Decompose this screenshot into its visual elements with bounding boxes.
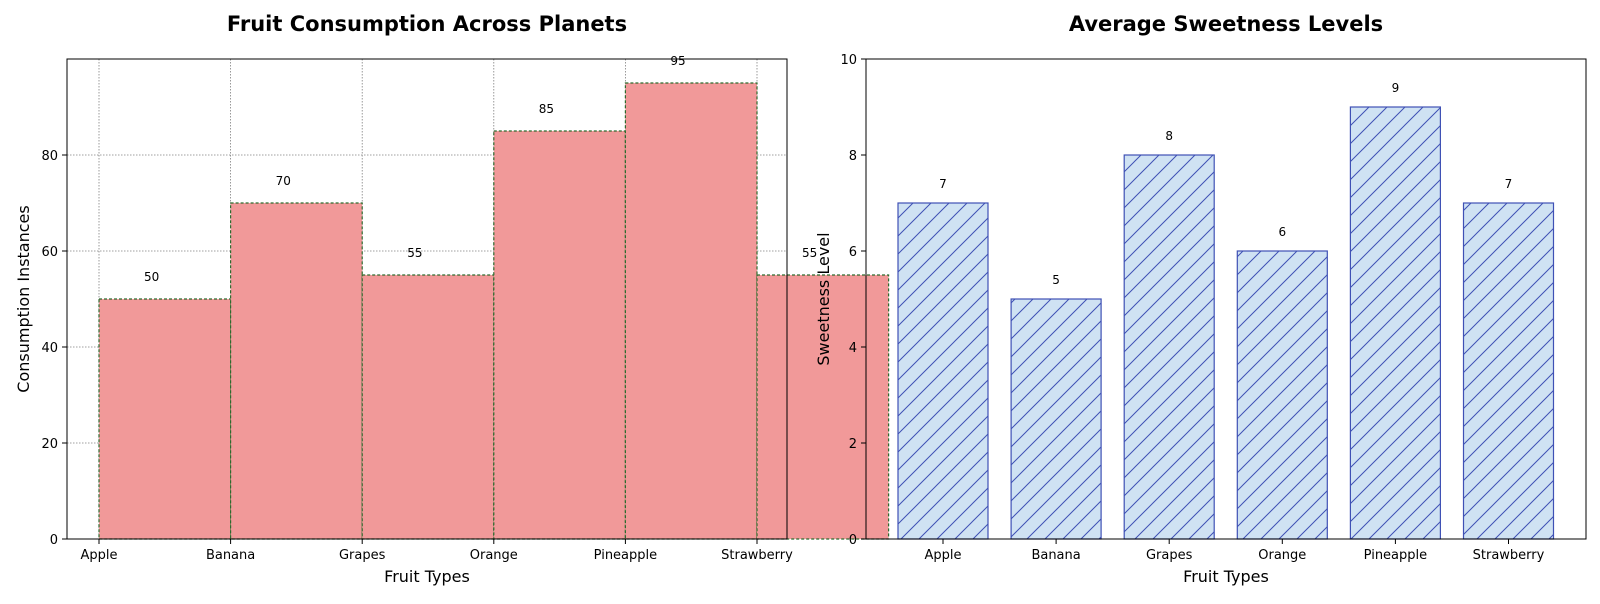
sweetness-data-labels: 7 5 8 6 9 7 <box>939 81 1512 287</box>
consumption-data-labels: 50 70 55 85 95 55 <box>144 54 817 284</box>
consumption-chart: Fruit Consumption Across Planets Apple Ba… <box>14 12 890 586</box>
data-label-banana: 5 <box>1052 273 1060 287</box>
x-tick-label-orange: Orange <box>1258 548 1306 563</box>
x-tick-label-strawberry: Strawberry <box>721 548 793 563</box>
bar-strawberry <box>1462 202 1555 540</box>
bar-orange <box>493 130 626 540</box>
data-label-strawberry: 7 <box>1505 177 1513 191</box>
bar-strawberry <box>756 274 890 540</box>
x-tick-label-apple: Apple <box>924 548 961 563</box>
y-tick-label: 80 <box>41 149 58 164</box>
x-tick-label-apple: Apple <box>80 548 117 563</box>
sweetness-y-ticks: 0 2 4 6 8 10 <box>840 53 866 548</box>
y-tick-label: 8 <box>849 149 857 164</box>
y-tick-label: 10 <box>840 53 857 68</box>
sweetness-bars <box>897 106 1555 540</box>
consumption-plot-frame <box>66 58 788 540</box>
y-tick-label: 40 <box>41 341 58 356</box>
bar-pineapple <box>624 82 758 540</box>
sweetness-chart-title: Average Sweetness Levels <box>1069 12 1383 36</box>
bar-apple <box>897 202 989 540</box>
data-label-grapes: 8 <box>1165 129 1173 143</box>
x-tick-label-banana: Banana <box>1031 548 1080 563</box>
consumption-bars <box>98 82 890 540</box>
y-tick-label: 2 <box>849 437 857 452</box>
bar-banana <box>230 202 363 540</box>
sweetness-x-ticks: Apple Banana Grapes Orange Pineapple Strawber… <box>924 539 1545 563</box>
sweetness-x-axis-label: Fruit Types <box>1183 567 1269 586</box>
x-tick-label-grapes: Grapes <box>1146 548 1193 563</box>
data-label-apple: 7 <box>939 177 947 191</box>
data-label-pineapple: 95 <box>670 54 685 68</box>
data-label-banana: 70 <box>276 174 291 188</box>
data-label-pineapple: 9 <box>1392 81 1400 95</box>
bar-grapes <box>1123 154 1215 540</box>
sweetness-chart: Average Sweetness Levels Apple Banana Grap… <box>814 12 1587 586</box>
y-tick-label: 4 <box>849 341 857 356</box>
y-tick-label: 60 <box>41 245 58 260</box>
bar-pineapple <box>1349 106 1442 540</box>
y-tick-label: 20 <box>41 437 58 452</box>
consumption-y-axis-label: Consumption Instances <box>14 205 33 392</box>
data-label-grapes: 55 <box>407 246 422 260</box>
consumption-x-axis-label: Fruit Types <box>384 567 470 586</box>
x-tick-label-banana: Banana <box>206 548 255 563</box>
y-tick-label: 0 <box>849 533 857 548</box>
bar-apple <box>98 298 232 540</box>
y-tick-label: 6 <box>849 245 857 260</box>
x-tick-label-pineapple: Pineapple <box>594 548 657 563</box>
sweetness-y-axis-label: Sweetness Level <box>814 232 833 365</box>
bar-banana <box>1010 298 1102 540</box>
y-tick-label: 0 <box>50 533 58 548</box>
bar-orange <box>1236 250 1328 540</box>
x-tick-label-pineapple: Pineapple <box>1364 548 1427 563</box>
consumption-chart-title: Fruit Consumption Across Planets <box>227 12 627 36</box>
data-label-orange: 85 <box>539 102 554 116</box>
sweetness-plot-frame <box>865 58 1587 540</box>
consumption-y-ticks: 0 20 40 60 80 <box>41 149 67 548</box>
data-label-orange: 6 <box>1278 225 1286 239</box>
x-tick-label-grapes: Grapes <box>339 548 386 563</box>
data-label-apple: 50 <box>144 270 159 284</box>
x-tick-label-strawberry: Strawberry <box>1473 548 1545 563</box>
data-label-strawberry: 55 <box>802 246 817 260</box>
bar-grapes <box>361 274 495 540</box>
consumption-x-ticks: Apple Banana Grapes Orange Pineapple Strawber… <box>80 539 793 563</box>
x-tick-label-orange: Orange <box>470 548 518 563</box>
